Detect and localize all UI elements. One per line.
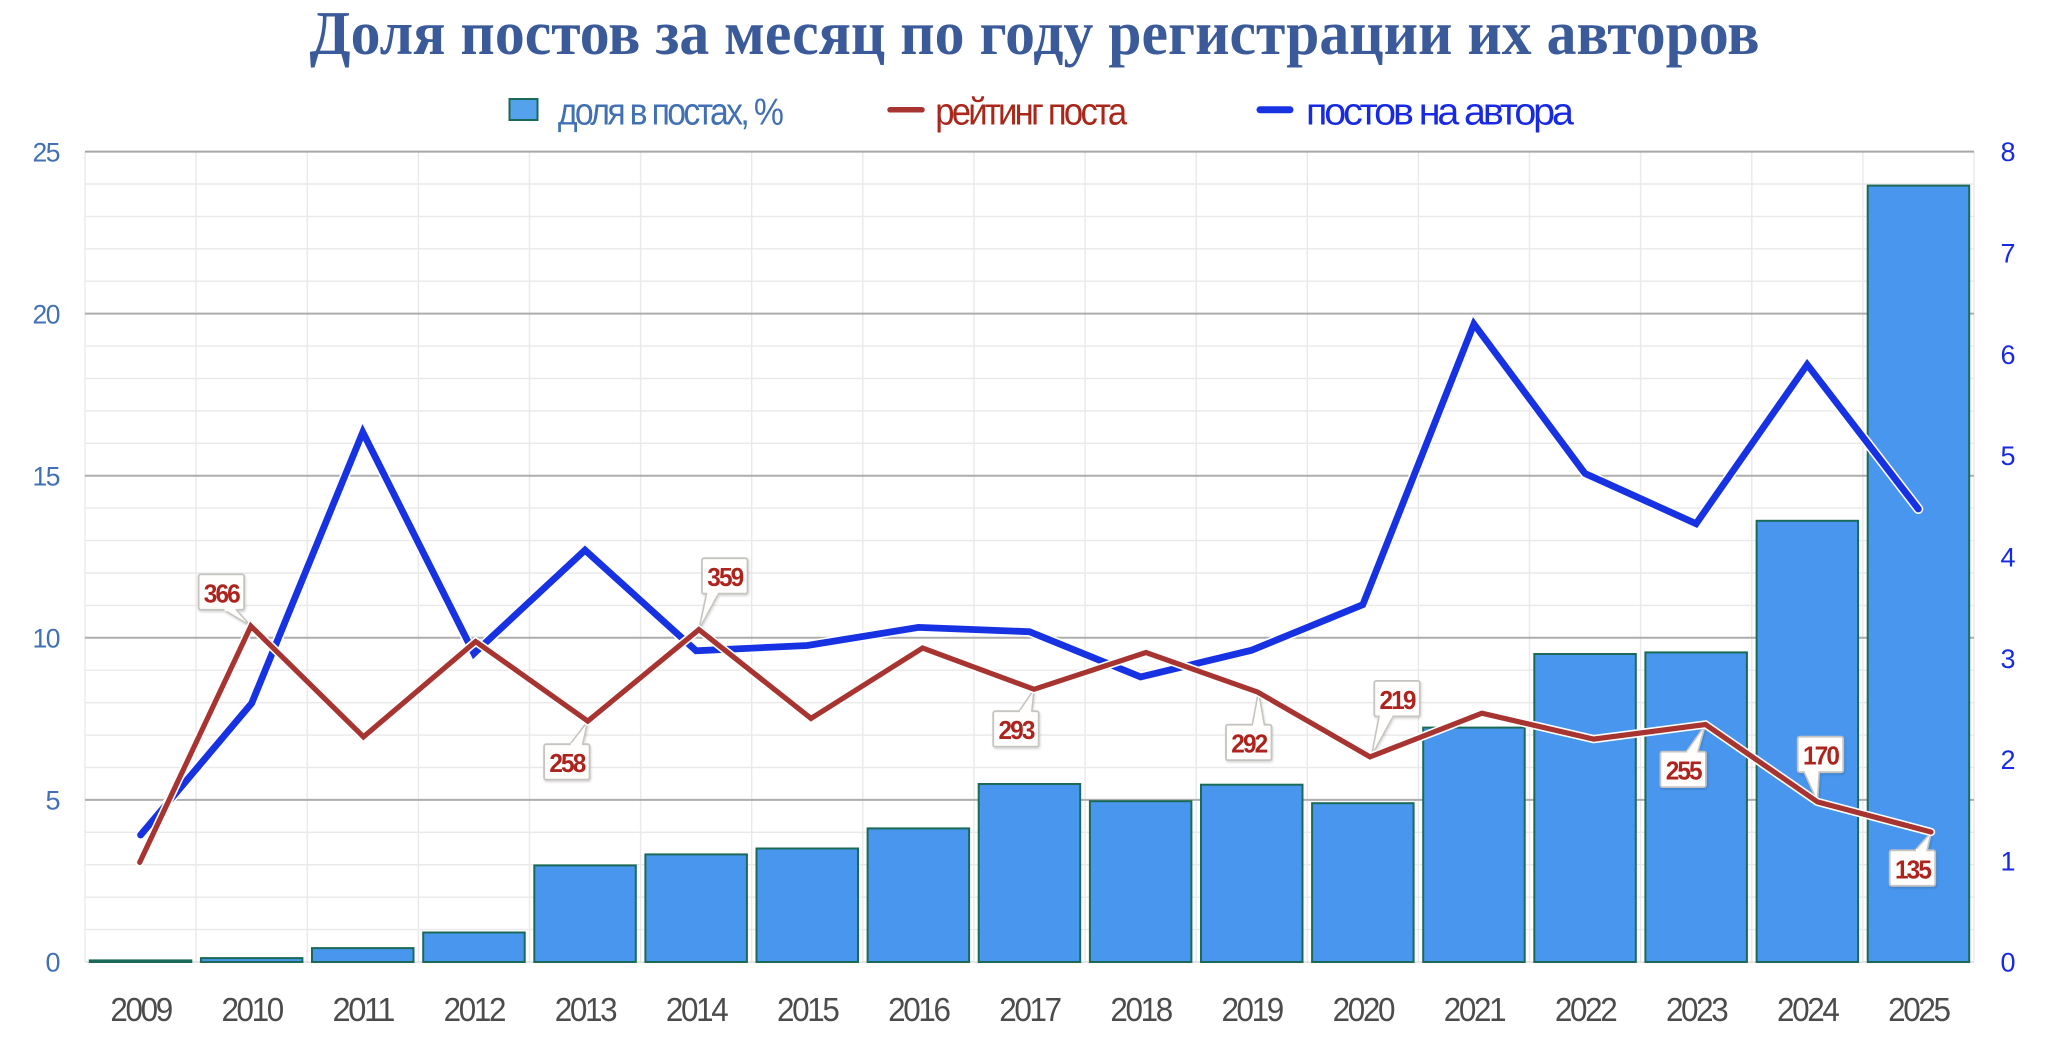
svg-text:Доля постов за месяц по году р: Доля постов за месяц по году регистрации… xyxy=(310,0,1760,68)
svg-text:2016: 2016 xyxy=(888,992,950,1029)
svg-text:0: 0 xyxy=(45,948,59,978)
svg-text:2019: 2019 xyxy=(1221,992,1283,1029)
svg-text:219: 219 xyxy=(1380,687,1417,715)
svg-text:5: 5 xyxy=(45,786,59,816)
svg-text:255: 255 xyxy=(1666,758,1703,786)
svg-text:2013: 2013 xyxy=(555,992,617,1029)
svg-text:359: 359 xyxy=(707,564,744,592)
svg-text:2024: 2024 xyxy=(1777,992,1839,1029)
svg-text:293: 293 xyxy=(999,717,1036,745)
svg-text:5: 5 xyxy=(2000,441,2015,471)
svg-text:2011: 2011 xyxy=(333,992,394,1029)
svg-text:2015: 2015 xyxy=(777,992,839,1029)
svg-text:2012: 2012 xyxy=(444,992,505,1029)
svg-text:2022: 2022 xyxy=(1555,992,1616,1029)
svg-text:170: 170 xyxy=(1803,743,1840,771)
svg-text:2014: 2014 xyxy=(666,992,728,1029)
svg-text:20: 20 xyxy=(33,299,60,329)
svg-text:2020: 2020 xyxy=(1333,992,1395,1029)
svg-text:15: 15 xyxy=(33,461,60,491)
svg-text:8: 8 xyxy=(2000,137,2015,167)
svg-text:2025: 2025 xyxy=(1888,992,1950,1029)
svg-text:2009: 2009 xyxy=(110,992,172,1029)
svg-text:10: 10 xyxy=(33,624,60,654)
svg-text:258: 258 xyxy=(549,750,586,778)
svg-text:292: 292 xyxy=(1231,731,1268,759)
svg-text:рейтинг поста: рейтинг поста xyxy=(935,91,1128,133)
svg-text:0: 0 xyxy=(2000,948,2015,978)
svg-text:6: 6 xyxy=(2000,340,2015,370)
svg-text:2021: 2021 xyxy=(1444,992,1505,1029)
svg-text:2023: 2023 xyxy=(1666,992,1728,1029)
svg-text:366: 366 xyxy=(204,580,241,608)
svg-text:доля в постах, %: доля в постах, % xyxy=(558,91,783,133)
svg-text:1: 1 xyxy=(2000,846,2015,876)
svg-text:3: 3 xyxy=(2000,644,2015,674)
svg-text:25: 25 xyxy=(33,137,60,167)
svg-text:4: 4 xyxy=(2000,543,2015,573)
svg-text:7: 7 xyxy=(2000,239,2015,269)
svg-text:2018: 2018 xyxy=(1110,992,1172,1029)
svg-text:135: 135 xyxy=(1895,856,1932,884)
svg-text:2017: 2017 xyxy=(999,992,1060,1029)
svg-text:постов на автора: постов на автора xyxy=(1306,91,1575,133)
svg-text:2: 2 xyxy=(2000,745,2015,775)
svg-text:2010: 2010 xyxy=(221,992,283,1029)
